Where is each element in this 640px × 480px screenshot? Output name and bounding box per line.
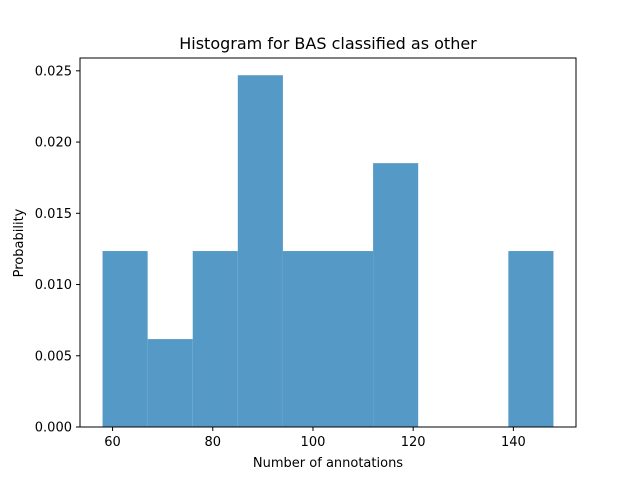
x-tick-label: 80	[204, 435, 221, 450]
axes-frame	[79, 57, 577, 428]
y-tick-label: 0.000	[35, 421, 72, 436]
histogram-bar-9	[508, 251, 554, 427]
histogram-bar-5	[328, 251, 374, 427]
y-tick-label: 0.020	[35, 136, 72, 151]
x-tick-label: 60	[104, 435, 121, 450]
histogram-bar-2	[192, 251, 238, 427]
x-axis-label: Number of annotations	[253, 456, 403, 471]
y-tick-label: 0.025	[35, 64, 72, 79]
x-tick-label: 120	[401, 435, 426, 450]
x-tick-label: 100	[301, 435, 326, 450]
bars-group	[102, 75, 554, 428]
histogram-bar-6	[373, 163, 419, 428]
y-axis-label: Probability	[12, 208, 27, 277]
histogram-bar-3	[237, 75, 283, 427]
y-tick-label: 0.010	[35, 278, 72, 293]
histogram-bar-0	[102, 251, 148, 427]
chart-title: Histogram for BAS classified as other	[179, 34, 477, 53]
x-axis-ticks: 60 80 100 120 140	[104, 427, 526, 450]
histogram-bar-1	[147, 339, 193, 427]
histogram-bar-4	[282, 251, 328, 427]
y-axis-ticks: 0.000 0.005 0.010 0.015 0.020 0.025	[35, 64, 80, 436]
x-tick-label: 140	[501, 435, 526, 450]
y-tick-label: 0.005	[35, 349, 72, 364]
y-tick-label: 0.015	[35, 207, 72, 222]
